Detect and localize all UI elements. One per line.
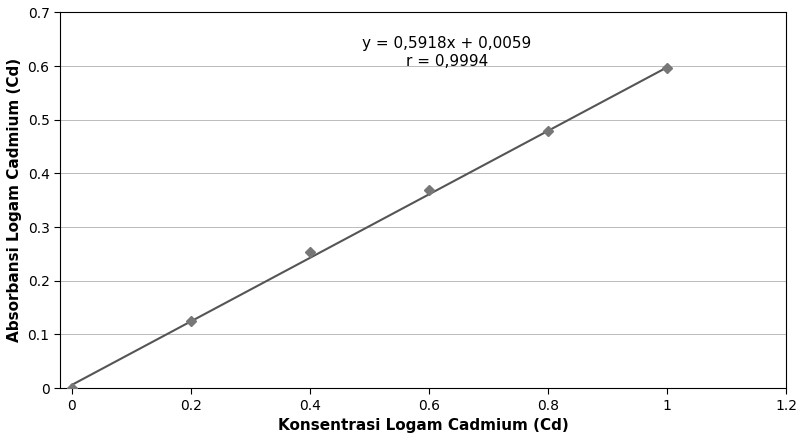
Text: y = 0,5918x + 0,0059
r = 0,9994: y = 0,5918x + 0,0059 r = 0,9994: [361, 37, 531, 69]
Y-axis label: Absorbansi Logam Cadmium (Cd): Absorbansi Logam Cadmium (Cd): [7, 58, 22, 342]
X-axis label: Konsentrasi Logam Cadmium (Cd): Konsentrasi Logam Cadmium (Cd): [277, 418, 568, 433]
